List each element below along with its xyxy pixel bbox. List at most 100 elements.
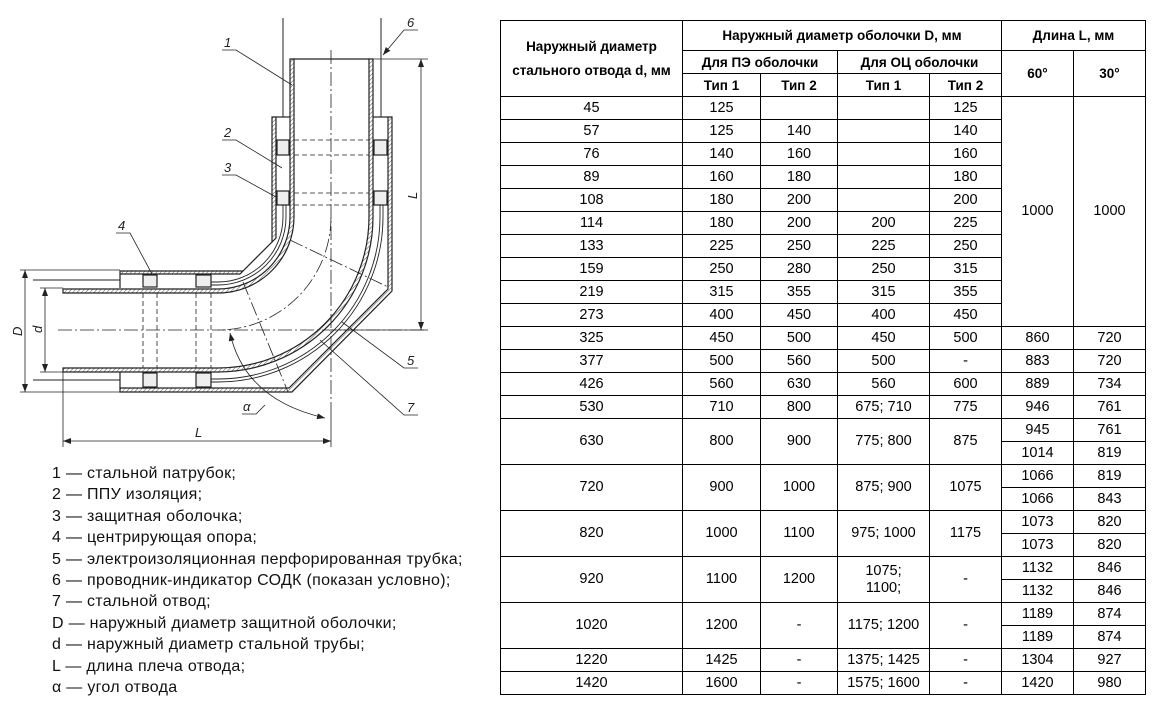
cell-pe-type2: 900: [760, 418, 838, 465]
cell-pe-type1: 1200: [682, 602, 761, 649]
cell-length-30: 846: [1073, 556, 1146, 580]
cell-steel-d: 57: [500, 119, 683, 143]
cell-oc-type1: 775; 800: [837, 418, 930, 465]
legend: 1 — стальной патрубок; 2 — ППУ изоляция; 3…: [52, 463, 463, 698]
cell-pe-type2: 630: [760, 372, 838, 396]
cell-length-60: 1000: [1001, 96, 1074, 327]
header-60: 60°: [1001, 50, 1074, 97]
cell-steel-d: 426: [500, 372, 683, 396]
cell-pe-type1: 450: [682, 326, 761, 350]
header-length-L: Длина L, мм: [1001, 20, 1146, 51]
cell-length-30: 734: [1073, 372, 1146, 396]
cell-oc-type2: 250: [929, 234, 1002, 258]
cell-pe-type2: -: [760, 648, 838, 672]
table-row: 920 1100 1200 1075; 1100; -1132 846: [500, 556, 1146, 603]
callout-2: 2: [223, 125, 232, 140]
pipe-bend-drawing: 1 2 3 4 5 6 7 D d L L α: [10, 15, 428, 447]
table-row: 159 250 280 250 315: [500, 257, 1146, 281]
cell-oc-type1: 875; 900: [837, 464, 930, 511]
table-subrow: 1132 846: [501, 579, 1146, 603]
table-row: 377 500 560 500-883 720: [500, 349, 1146, 373]
table-row: 219 315 355 315 355: [500, 280, 1146, 304]
cell-pe-type1: 500: [682, 349, 761, 373]
cell-pe-type1: 900: [682, 464, 761, 511]
cell-pe-type1: 1600: [682, 671, 761, 695]
cell-pe-type1: 160: [682, 165, 761, 189]
cell-pe-type2: 180: [760, 165, 838, 189]
cell-length-30: 720: [1073, 349, 1146, 373]
cell-length-30: 820: [1073, 510, 1146, 534]
table-subrow: 1073 820: [501, 533, 1146, 557]
cell-steel-d: 45: [500, 96, 683, 120]
cell-oc-type1: [837, 165, 930, 189]
header-30: 30°: [1073, 50, 1146, 97]
cell-pe-type2: 1200: [760, 556, 838, 603]
callout-3: 3: [224, 160, 232, 175]
table-row: 57 125 140 140: [500, 119, 1146, 143]
legend-item: D — наружный диаметр защитной оболочки;: [52, 614, 397, 632]
cell-length-30: 846: [1073, 579, 1146, 603]
cell-length-60: 883: [1001, 349, 1074, 373]
header-oc: Для ОЦ оболочки: [837, 50, 1002, 74]
cell-steel-d: 1420: [500, 671, 683, 695]
cell-steel-d: 720: [500, 464, 683, 511]
cell-oc-type2: 600: [929, 372, 1002, 396]
cell-pe-type1: 125: [682, 96, 761, 120]
cell-length-30: 761: [1073, 395, 1146, 419]
dimensions-table: Наружный диаметр стального отвода d, мм …: [500, 20, 1146, 695]
cell-length-60: 1073: [1001, 510, 1074, 534]
cell-oc-type1: 225: [837, 234, 930, 258]
cell-oc-type1: 1175; 1200: [837, 602, 930, 649]
legend-item: 4 — центрирующая опора;: [52, 529, 258, 547]
cell-pe-type2: 800: [760, 395, 838, 419]
cell-length-60: 945: [1001, 418, 1074, 442]
cell-steel-d: 76: [500, 142, 683, 166]
cell-length-60: 1132: [1001, 556, 1074, 580]
cell-steel-d: 820: [500, 510, 683, 557]
callout-leaders: [116, 29, 418, 416]
cell-oc-type2: 180: [929, 165, 1002, 189]
cell-oc-type1: 250: [837, 257, 930, 281]
table-row: 820 1000 1100 975; 1000 1175 1073 820: [500, 510, 1146, 557]
legend-item: 6 — проводник-индикатор СОДК (показан ус…: [52, 571, 451, 589]
dim-d-label: d: [30, 325, 45, 333]
table-row: 45 125 125 1000 1000: [500, 96, 1146, 327]
header-pe-type1: Тип 1: [682, 73, 761, 97]
cell-oc-type2: -: [929, 556, 1002, 603]
cell-pe-type1: 400: [682, 303, 761, 327]
cell-pe-type2: 1000: [760, 464, 838, 511]
legend-item: 2 — ППУ изоляция;: [52, 486, 203, 504]
cell-oc-type2: 450: [929, 303, 1002, 327]
cell-length-60: 1066: [1001, 464, 1074, 488]
cell-oc-type1: 400: [837, 303, 930, 327]
cell-length-30: 819: [1073, 441, 1146, 465]
angle-label: α: [243, 399, 251, 414]
cell-pe-type2: 450: [760, 303, 838, 327]
callout-7: 7: [407, 400, 415, 415]
cell-oc-type2: 200: [929, 188, 1002, 212]
table-row: 1220 1425-1375; 1425-1304 927: [500, 648, 1146, 672]
cell-steel-d: 530: [500, 395, 683, 419]
indicator-wires: [33, 18, 382, 381]
cell-length-30: 927: [1073, 648, 1146, 672]
cell-length-30: 874: [1073, 602, 1146, 626]
cell-steel-d: 1220: [500, 648, 683, 672]
cell-oc-type1: 975; 1000: [837, 510, 930, 557]
cell-length-60: 1066: [1001, 487, 1074, 511]
cell-pe-type1: 250: [682, 257, 761, 281]
cell-pe-type1: 800: [682, 418, 761, 465]
cell-length-60: 1420: [1001, 671, 1074, 695]
cell-oc-type1: 1375; 1425: [837, 648, 930, 672]
cell-oc-type1: 500: [837, 349, 930, 373]
cell-length-30: 1000: [1073, 96, 1146, 327]
cell-oc-type1: 1575; 1600: [837, 671, 930, 695]
cell-pe-type1: 560: [682, 372, 761, 396]
table-row: 426 560 630 560 600 889 734: [500, 372, 1146, 396]
legend-item: α — угол отвода: [52, 678, 178, 696]
cell-steel-d: 920: [500, 556, 683, 603]
cell-pe-type2: 280: [760, 257, 838, 281]
dimension-lines: [20, 58, 428, 447]
cell-steel-d: 1020: [500, 602, 683, 649]
table-subrow: 1014 819: [501, 441, 1146, 465]
legend-item: 7 — стальной отвод;: [52, 593, 211, 611]
